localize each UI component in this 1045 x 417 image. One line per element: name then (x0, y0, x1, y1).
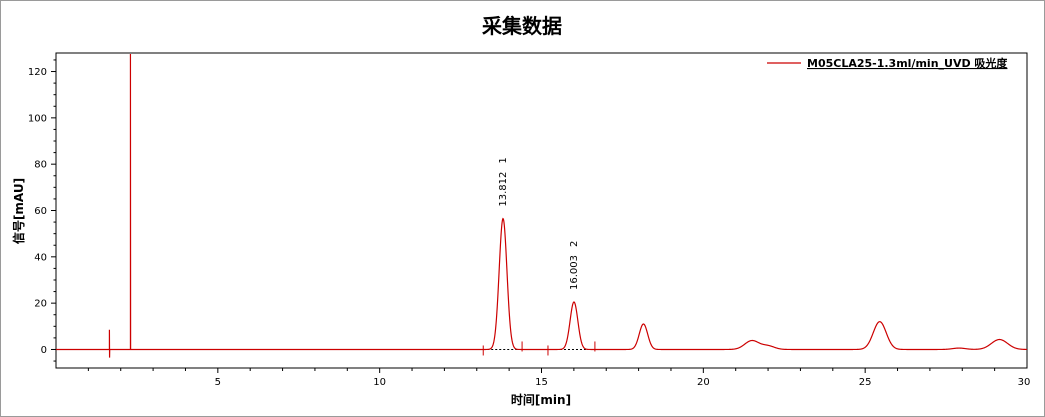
x-axis-label: 时间[min] (511, 392, 571, 407)
y-tick-label: 40 (34, 252, 47, 263)
x-tick-label: 30 (1018, 377, 1031, 388)
x-tick-label: 25 (859, 377, 872, 388)
peak-retention-time-label: 13.812 (498, 172, 509, 207)
y-tick-label: 60 (34, 206, 47, 217)
x-tick-label: 15 (535, 377, 548, 388)
plot-area-border (55, 52, 1028, 369)
legend-label: M05CLA25-1.3ml/min_UVD 吸光度 (807, 56, 1008, 70)
peak-number-label: 1 (498, 157, 509, 163)
x-axis: 5 10 15 20 25 30 (87, 368, 1031, 388)
legend: M05CLA25-1.3ml/min_UVD 吸光度 (767, 56, 1008, 70)
peak-number-label: 2 (569, 241, 580, 247)
integration-baselines (482, 341, 596, 356)
x-tick-label: 10 (373, 377, 386, 388)
y-axis: 0 20 40 60 80 100 120 (28, 59, 56, 362)
y-tick-label: 120 (28, 67, 47, 78)
x-tick-label: 5 (215, 377, 221, 388)
y-axis-label: 信号[mAU] (11, 178, 26, 244)
y-tick-label: 100 (28, 113, 47, 124)
x-tick-label: 20 (697, 377, 710, 388)
peak-labels: 13.812 1 16.003 2 (498, 157, 580, 290)
chart-title: 采集数据 (482, 14, 562, 38)
y-tick-label: 80 (34, 160, 47, 171)
y-tick-label: 20 (34, 299, 47, 310)
peak-retention-time-label: 16.003 (569, 255, 580, 290)
series-line (56, 53, 1027, 358)
y-tick-label: 0 (41, 345, 47, 356)
